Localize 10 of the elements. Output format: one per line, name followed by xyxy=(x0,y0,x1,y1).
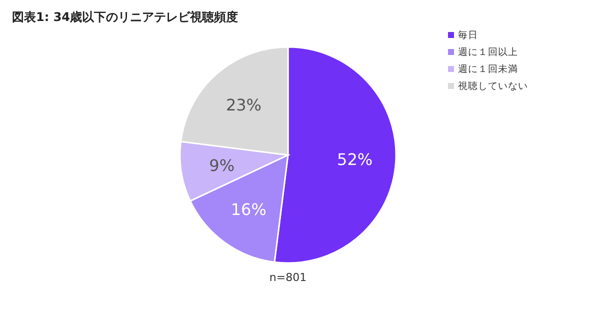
legend-label: 毎日 xyxy=(458,29,478,41)
text: n=801 xyxy=(269,271,307,284)
legend-label: 週に１回以上 xyxy=(458,46,518,58)
legend-label: 視聴していない xyxy=(458,80,528,92)
data-label: 52% xyxy=(337,150,373,169)
data-label: 23% xyxy=(226,95,262,114)
data-label: 9% xyxy=(209,156,235,176)
chart-title: 図表1: 34歳以下のリニアテレビ視聴頻度 xyxy=(12,10,238,24)
legend-label: 週に１回未満 xyxy=(458,63,518,75)
data-label: 16% xyxy=(230,200,266,219)
